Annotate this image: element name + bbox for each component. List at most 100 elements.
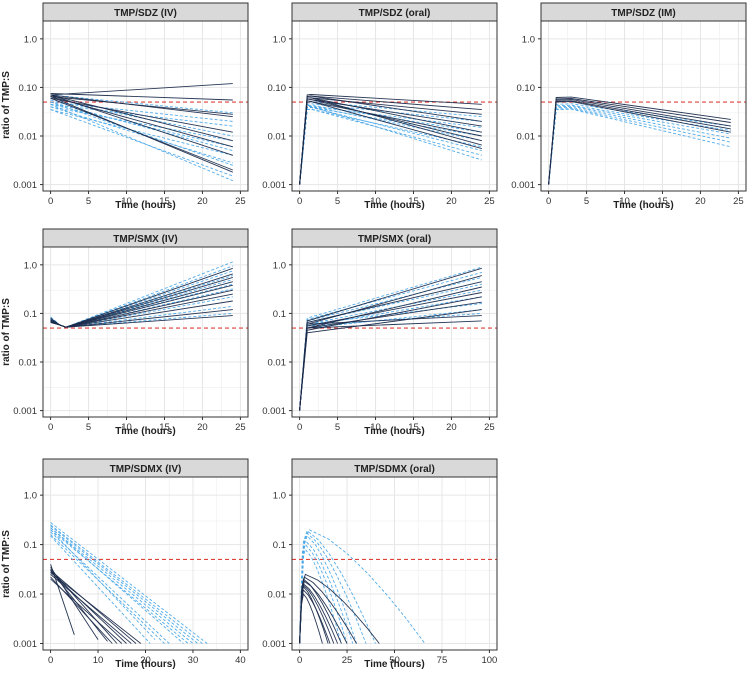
x-tick-label: 5: [86, 422, 91, 433]
series-dark-4: [50, 97, 233, 133]
series-light-3: [299, 283, 482, 411]
series-dark-4: [50, 571, 127, 644]
panel-title: TMP/SDZ (oral): [359, 8, 431, 19]
x-axis-title: Time (hours): [115, 426, 175, 437]
series-dark-6: [50, 570, 137, 644]
y-tick-label: 1.0: [522, 34, 535, 45]
y-tick-label: 0.001: [13, 180, 37, 191]
x-tick-label: 25: [235, 196, 246, 207]
x-tick-label: 15: [408, 196, 419, 207]
panel-title: TMP/SDZ (IM): [611, 8, 675, 19]
series-dark-3: [299, 578, 342, 644]
y-tick-label: 0.01: [19, 132, 38, 143]
series-light-2: [50, 525, 198, 644]
series-dark-7: [299, 585, 329, 644]
x-tick-label: 50: [389, 655, 400, 666]
series-light-5: [50, 527, 184, 644]
series-light-2: [548, 105, 731, 185]
y-tick-label: 0.001: [262, 406, 286, 417]
x-tick-label: 5: [86, 196, 91, 207]
y-tick-label: 0.001: [13, 406, 37, 417]
y-tick-label: 0.01: [268, 358, 287, 369]
y-tick-label: 0.01: [19, 358, 38, 369]
series-dark-3: [50, 94, 233, 118]
y-tick-label: 1.0: [24, 34, 37, 45]
x-tick-label: 40: [235, 655, 246, 666]
series-light-8: [50, 106, 233, 164]
series-light-0: [50, 522, 208, 644]
x-tick-label: 0: [546, 196, 551, 207]
series-light-7: [50, 534, 165, 644]
y-axis-title: ratio of TMP:S: [1, 530, 12, 598]
y-tick-label: 1.0: [24, 491, 37, 502]
x-tick-label: 10: [121, 196, 132, 207]
y-tick-label: 0.10: [517, 83, 536, 94]
y-tick-label: 0.1: [273, 540, 286, 551]
x-tick-label: 10: [370, 422, 381, 433]
x-axis-title: Time (hours): [115, 659, 175, 670]
panel-0: TMP/SDZ (IV) 0.001 0.01 0.10 1.0 0 5 10 15 20 25 Ti…: [1, 2, 249, 211]
panel-border: [540, 20, 747, 192]
y-tick-label: 0.01: [268, 132, 287, 143]
panel-border: [42, 20, 249, 192]
panel-title: TMP/SDMX (IV): [110, 464, 182, 475]
y-tick-label: 0.001: [13, 639, 37, 650]
panel-1: TMP/SDZ (oral) 0.001 0.01 0.10 1.0 0 5 10 15 20 25…: [262, 2, 498, 211]
series-light-3: [50, 527, 194, 644]
y-tick-label: 0.1: [273, 309, 286, 320]
series-dark-7: [50, 572, 142, 644]
series-light-4: [299, 539, 354, 644]
panel-title: TMP/SMX (IV): [113, 234, 177, 245]
y-axis-title: ratio of TMP:S: [1, 71, 12, 139]
x-tick-label: 15: [657, 196, 668, 207]
x-axis-title: Time (hours): [364, 659, 424, 670]
x-tick-label: 25: [484, 196, 495, 207]
x-tick-label: 15: [159, 196, 170, 207]
x-tick-label: 25: [733, 196, 744, 207]
y-axis-title: ratio of TMP:S: [1, 298, 12, 366]
x-tick-label: 15: [408, 422, 419, 433]
x-tick-label: 0: [297, 655, 302, 666]
x-tick-label: 25: [484, 422, 495, 433]
x-tick-label: 30: [188, 655, 199, 666]
x-tick-label: 0: [48, 422, 53, 433]
y-tick-label: 0.01: [19, 590, 38, 601]
panel-4: TMP/SMX (oral) 0.001 0.01 0.1 1.0 0 5 10 15 20 25 T…: [262, 228, 498, 437]
series-light-2: [299, 532, 367, 644]
series-dark-9: [299, 101, 482, 185]
y-tick-label: 0.001: [511, 180, 535, 191]
x-tick-label: 20: [140, 655, 151, 666]
x-tick-label: 75: [437, 655, 448, 666]
x-tick-label: 0: [297, 196, 302, 207]
series-light-8: [50, 529, 156, 640]
x-tick-label: 25: [235, 422, 246, 433]
series-light-5: [50, 283, 233, 328]
y-tick-label: 1.0: [24, 260, 37, 271]
panel-title: TMP/SDMX (oral): [354, 464, 435, 475]
x-tick-label: 20: [446, 196, 457, 207]
series-dark-9: [50, 315, 233, 328]
x-tick-label: 25: [342, 655, 353, 666]
x-tick-label: 15: [159, 422, 170, 433]
series-light-1: [548, 104, 731, 185]
x-axis-title: Time (hours): [613, 200, 673, 211]
x-tick-label: 5: [584, 196, 589, 207]
panel-6: TMP/SDMX (oral) 0.001 0.01 0.1 1.0 0 25 50 75 100…: [262, 458, 498, 670]
series-light-3: [299, 104, 482, 185]
y-tick-label: 0.001: [262, 639, 286, 650]
x-tick-label: 20: [695, 196, 706, 207]
series-light-1: [299, 530, 376, 644]
panel-5: TMP/SDMX (IV) 0.001 0.01 0.1 1.0 0 10 20 30 40 Tim…: [1, 458, 249, 670]
y-tick-label: 1.0: [273, 491, 286, 502]
x-tick-label: 0: [48, 655, 53, 666]
x-tick-label: 10: [619, 196, 630, 207]
series-dark-9: [50, 96, 233, 173]
series-dark-1: [50, 93, 233, 101]
series-light-5: [299, 543, 348, 644]
series-light-11: [50, 103, 233, 182]
x-axis-title: Time (hours): [364, 426, 424, 437]
series-dark-5: [50, 94, 233, 142]
y-tick-label: 0.01: [268, 590, 287, 601]
series-dark-0: [50, 83, 233, 96]
